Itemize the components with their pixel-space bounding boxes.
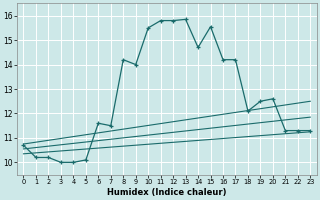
X-axis label: Humidex (Indice chaleur): Humidex (Indice chaleur): [107, 188, 227, 197]
